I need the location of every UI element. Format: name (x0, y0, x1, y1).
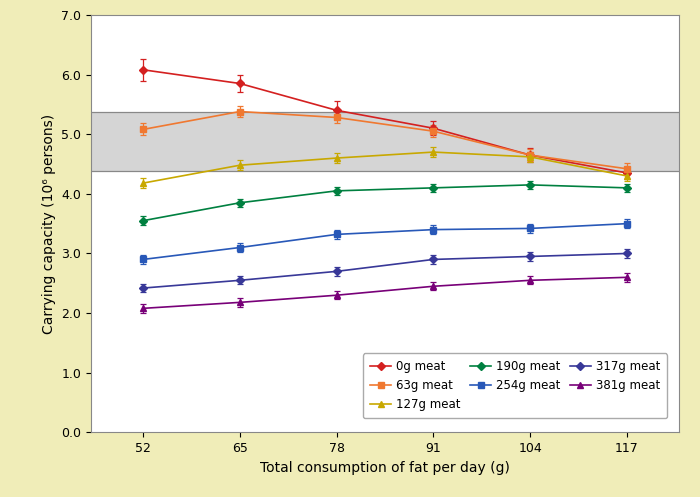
Y-axis label: Carrying capacity (10⁶ persons): Carrying capacity (10⁶ persons) (42, 114, 56, 333)
Legend: 0g meat, 63g meat, 127g meat, 190g meat, 254g meat, 317g meat, 381g meat: 0g meat, 63g meat, 127g meat, 190g meat,… (363, 353, 667, 418)
X-axis label: Total consumption of fat per day (g): Total consumption of fat per day (g) (260, 461, 510, 475)
Bar (91, 111, 679, 171)
